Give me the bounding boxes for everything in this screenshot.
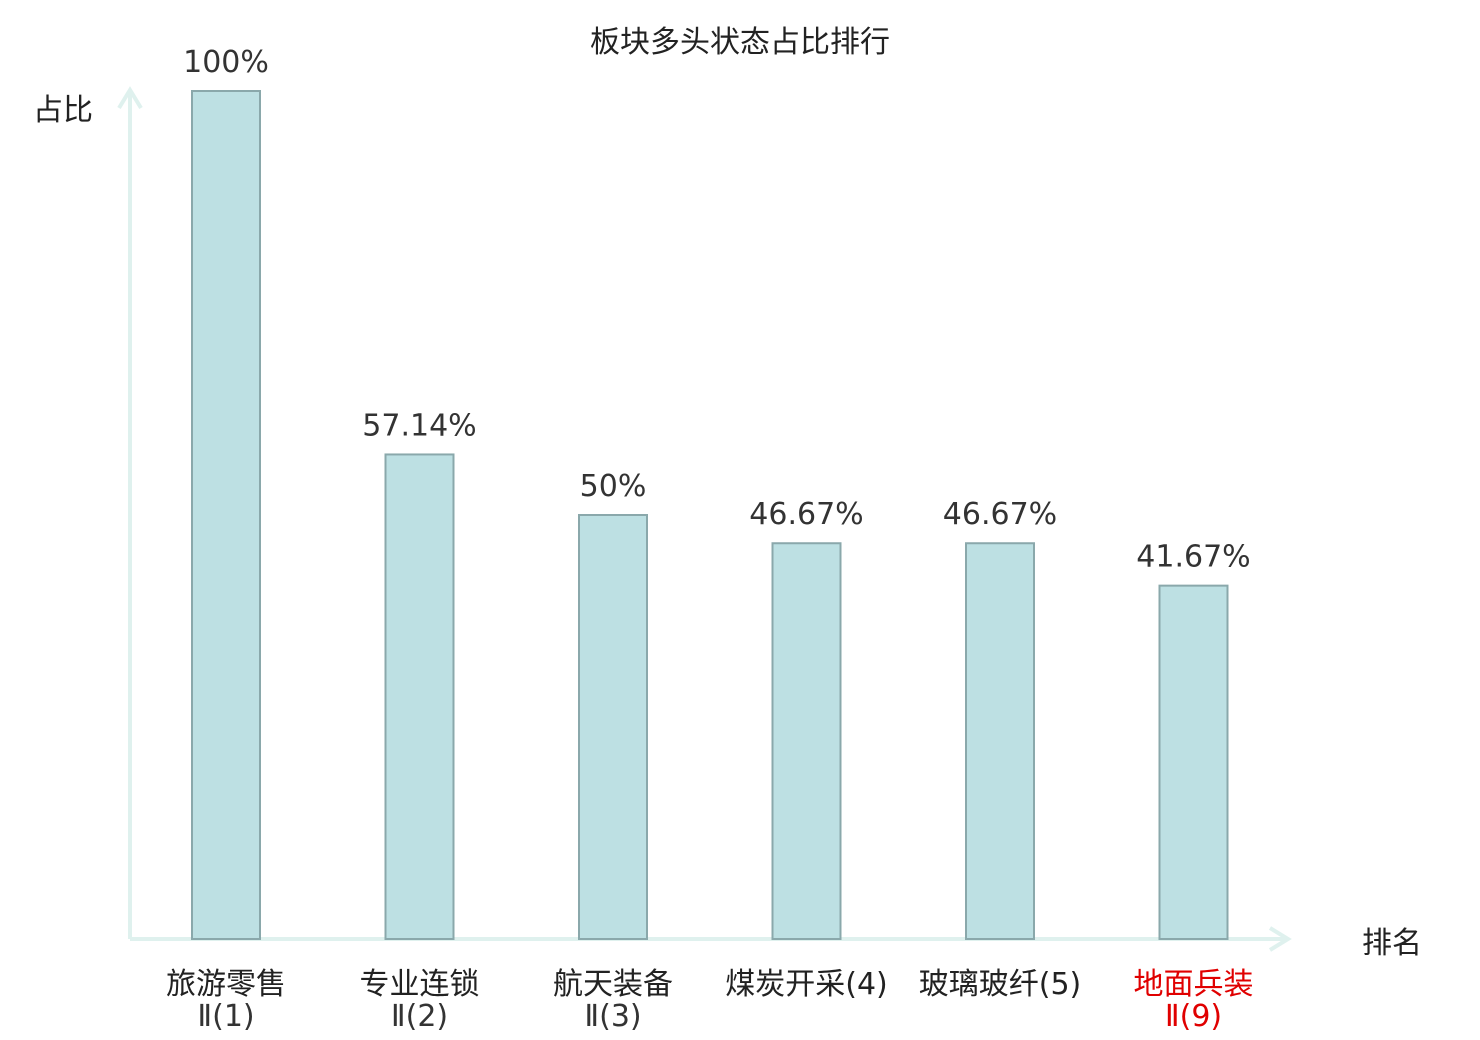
category-label: 煤炭开采(4) bbox=[725, 967, 888, 1002]
data-label: 50% bbox=[580, 469, 647, 504]
y-axis-title: 占比 bbox=[33, 93, 93, 128]
category-label-sub: Ⅱ(2) bbox=[391, 999, 448, 1034]
category-label-sub: Ⅱ(9) bbox=[1165, 999, 1222, 1034]
bar bbox=[384, 453, 455, 940]
data-label: 100% bbox=[183, 45, 269, 80]
bar bbox=[1158, 584, 1229, 941]
bar bbox=[578, 514, 648, 940]
bar bbox=[965, 542, 1035, 940]
chart-title: 板块多头状态占比排行 bbox=[590, 25, 890, 60]
category-label: 玻璃玻纤(5) bbox=[919, 967, 1082, 1002]
category-label: 地面兵装 bbox=[1134, 967, 1254, 1002]
x-axis-title: 排名 bbox=[1362, 926, 1422, 961]
bar bbox=[771, 542, 842, 940]
data-label: 57.14% bbox=[362, 408, 476, 443]
axes bbox=[117, 86, 1292, 952]
data-label: 46.67% bbox=[749, 497, 863, 532]
x-axis-arrow bbox=[1268, 926, 1292, 952]
category-label: 航天装备 bbox=[553, 967, 673, 1002]
bar bbox=[191, 90, 261, 940]
category-label-sub: Ⅱ(3) bbox=[584, 999, 641, 1034]
y-axis-arrow bbox=[117, 86, 143, 110]
data-label: 41.67% bbox=[1136, 540, 1250, 575]
category-label-sub: Ⅱ(1) bbox=[197, 999, 254, 1034]
bars-group bbox=[191, 90, 1229, 941]
category-label: 旅游零售 bbox=[166, 967, 286, 1002]
data-label: 46.67% bbox=[943, 497, 1057, 532]
category-label: 专业连锁 bbox=[360, 967, 480, 1002]
